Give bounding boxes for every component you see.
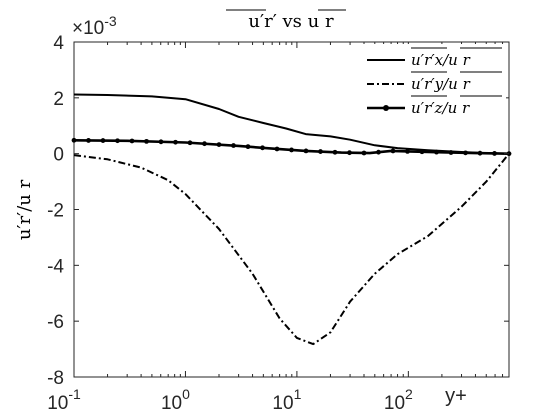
legend-label-3: u′r′z/u r [411,99,470,117]
series-marker-3 [434,149,439,155]
y-multiplier: ×10-3 [72,13,117,39]
series-line-2 [73,153,510,346]
series-marker-3 [173,139,178,145]
series-marker-3 [347,150,352,156]
series-marker-3 [144,138,149,144]
chart-title: u′r′ vs u r [226,9,346,32]
series-marker-3 [463,150,468,156]
y-axis-label: u′r′/u r [14,179,35,240]
data-layer [71,93,512,346]
series-marker-3 [187,140,193,146]
series-marker-3 [419,149,425,155]
series-marker-3 [492,151,497,156]
series-marker-3 [245,144,251,150]
series-marker-3 [216,142,222,148]
series-marker-3 [274,146,280,152]
series-marker-3 [318,149,323,154]
series-marker-3 [332,149,338,155]
series-marker-3 [86,138,91,143]
y-tick-label: -8 [47,368,64,389]
axis-labels: u′r′/u r y+ [14,179,467,407]
series-marker-3 [158,139,164,145]
series-marker-3 [71,137,77,143]
y-tick-label: -2 [47,201,64,222]
series-marker-3 [202,141,207,147]
series-marker-3 [448,150,454,155]
legend-label-2: u′r′y/u r [411,75,471,93]
x-axis-label: y+ [445,385,467,407]
series-marker-3 [390,148,396,154]
series-marker-3 [129,138,135,144]
title-text: u′r′ vs u r [248,11,334,32]
series-marker-3 [115,138,120,144]
series-marker-3 [289,147,294,153]
series-marker-3 [100,138,106,143]
y-tick-label: 4 [53,33,64,54]
legend-marker [383,105,389,111]
series-marker-3 [260,145,265,151]
y-tick-label: -4 [47,256,64,277]
series-marker-3 [477,150,483,156]
series-marker-3 [405,149,410,154]
series-line-1 [73,93,510,155]
y-tick-label: 2 [53,89,64,110]
legend: u′r′x/u r u′r′y/u r u′r′z/u r [362,44,506,124]
series-marker-3 [376,149,381,155]
series-marker-3 [231,143,236,148]
series-line-3 [73,139,510,155]
legend-label-1: u′r′x/u r [411,51,471,69]
y-tick-label: -6 [47,312,64,333]
series-marker-3 [361,150,367,156]
y-tick-label: 0 [53,145,64,166]
series-marker-3 [303,148,309,154]
